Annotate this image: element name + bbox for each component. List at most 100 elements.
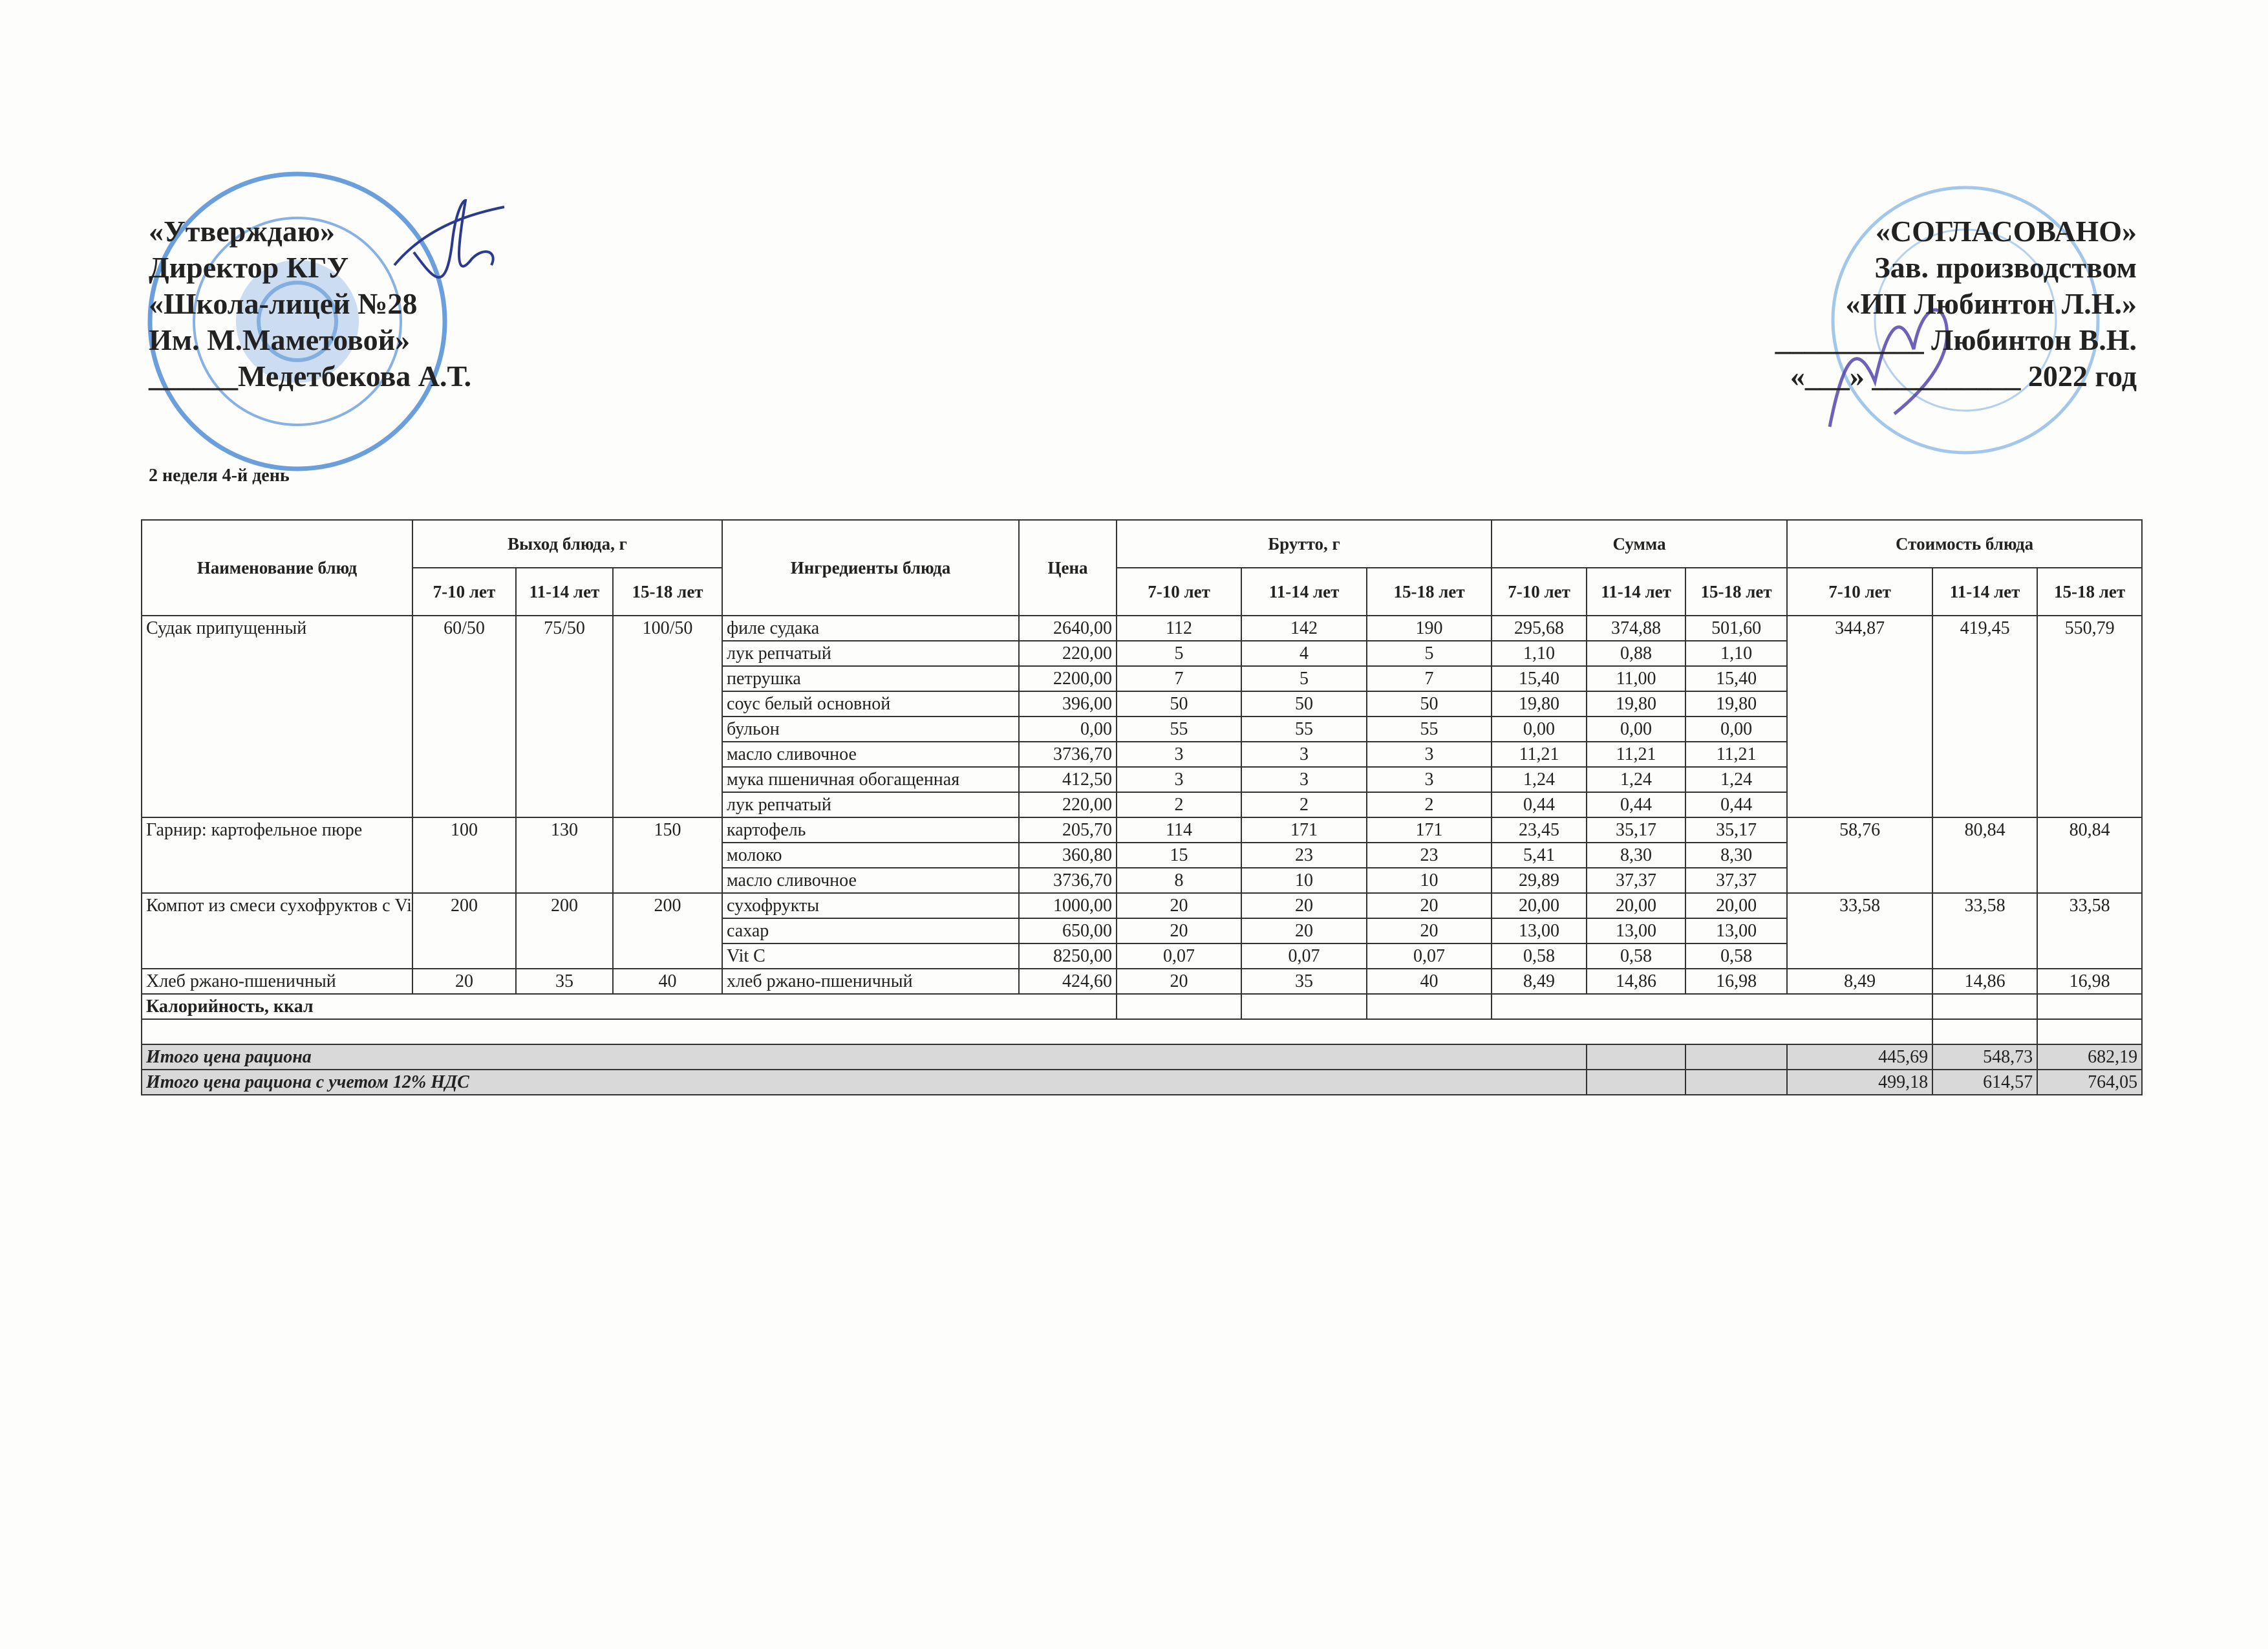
header-age-output: 11-14 лет: [515, 567, 614, 616]
table-row: петрушка 2200,00 7 5 7 15,40 11,00 15,40: [142, 665, 2142, 692]
ingredient-sum: 8,30: [1685, 842, 1788, 868]
approval-line: Директор КГУ: [149, 251, 349, 284]
header-age-cost: 15-18 лет: [2037, 567, 2143, 616]
ingredient-price: 8250,00: [1018, 943, 1118, 969]
dish-output: 35: [515, 968, 614, 995]
calories-value: [2037, 993, 2143, 1020]
ingredient-brutto: 20: [1116, 918, 1243, 944]
ingredient-sum: 0,00: [1586, 716, 1687, 742]
dish-output: 200: [412, 892, 517, 969]
ingredient-sum: 1,10: [1685, 640, 1788, 667]
ingredient-sum: 16,98: [1685, 968, 1788, 995]
ingredient-sum: 1,24: [1491, 766, 1588, 793]
company-stamp: [1831, 186, 2100, 455]
header-dish: Наименование блюд: [141, 519, 413, 616]
ingredient-brutto: 20: [1366, 892, 1493, 919]
ingredient-brutto: 4: [1241, 640, 1368, 667]
dish-cost: 33,58: [2037, 892, 2143, 969]
dish-output: 100/50: [612, 615, 723, 818]
ingredient-name: мука пшеничная обогащенная: [722, 766, 1020, 793]
ingredient-brutto: 2: [1241, 792, 1368, 818]
ingredient-brutto: 2: [1366, 792, 1493, 818]
ingredient-name: картофель: [722, 817, 1020, 843]
ingredient-price: 650,00: [1018, 918, 1118, 944]
ingredient-sum: 37,37: [1685, 867, 1788, 894]
ingredient-sum: 0,58: [1685, 943, 1788, 969]
table-row: соус белый основной 396,00 50 50 50 19,80 19,8…: [142, 691, 2142, 717]
dish-cost: 33,58: [1786, 892, 1934, 969]
ingredient-brutto: 112: [1116, 615, 1243, 641]
header-age-brutto: 7-10 лет: [1116, 567, 1243, 616]
table-row: мука пшеничная обогащенная 412,50 3 3 3 1,24 1…: [142, 766, 2142, 793]
header-age-cost: 11-14 лет: [1932, 567, 2038, 616]
table-row: лук репчатый 220,00 5 4 5 1,10 0,88 1,10: [142, 640, 2142, 667]
header-age-cost: 7-10 лет: [1786, 567, 1934, 616]
dish-output: 20: [412, 968, 517, 995]
header-cost: Стоимость блюда: [1786, 519, 2143, 568]
ingredient-brutto: 55: [1366, 716, 1493, 742]
week-label: 2 неделя 4-й день: [149, 466, 290, 486]
blank-cell: [2037, 1018, 2143, 1045]
dish-name: Судак припущенный: [141, 615, 413, 818]
dish-cost: 344,87: [1786, 615, 1934, 818]
total-vat-empty: [1685, 1069, 1788, 1095]
ingredient-name: соус белый основной: [722, 691, 1020, 717]
header-age-brutto: 15-18 лет: [1366, 567, 1493, 616]
table-row: Судак припущенный 60/50 75/50 100/50 филе су…: [141, 615, 2143, 818]
ingredient-brutto: 7: [1116, 665, 1243, 692]
agreement-line: Зав. производством: [1874, 251, 2137, 284]
ingredient-brutto: 20: [1241, 918, 1368, 944]
dish-output: 60/50: [412, 615, 517, 818]
ingredient-sum: 37,37: [1586, 867, 1687, 894]
ingredient-sum: 0,58: [1491, 943, 1588, 969]
ingredient-sum: 8,49: [1491, 968, 1588, 995]
dish-cost: 419,45: [1932, 615, 2038, 818]
ingredient-brutto: 50: [1366, 691, 1493, 717]
ingredient-brutto: 3: [1241, 741, 1368, 768]
table-row: Vit C 8250,00 0,07 0,07 0,07 0,58 0,58 0,58: [142, 943, 2142, 969]
dish-name: Компот из смеси сухофруктов с Vit C: [141, 892, 413, 969]
dish-cost: 58,76: [1786, 817, 1934, 894]
ingredient-sum: 35,17: [1586, 817, 1687, 843]
ingredient-price: 360,80: [1018, 842, 1118, 868]
ingredient-sum: 0,58: [1586, 943, 1687, 969]
dish-output: 75/50: [515, 615, 614, 818]
approval-line: «Школа-лицей №28: [149, 287, 418, 320]
dish-cost: 14,86: [1932, 968, 2038, 995]
table-row: Хлеб ржано-пшеничный 20 35 40 хлеб ржано-пше…: [141, 968, 2143, 995]
ingredient-sum: 0,44: [1491, 792, 1588, 818]
ingredient-brutto: 10: [1366, 867, 1493, 894]
ingredient-sum: 11,00: [1586, 665, 1687, 692]
ingredient-price: 2200,00: [1018, 665, 1118, 692]
total-row: Итого цена рациона 445,69 548,73 682,19: [140, 1044, 2143, 1070]
agreement-line: «___» __________ 2022 год: [1790, 360, 2137, 393]
ingredient-brutto: 0,07: [1366, 943, 1493, 969]
ingredient-price: 424,60: [1018, 968, 1118, 995]
approval-line: ______Медетбекова А.Т.: [149, 360, 472, 393]
header-ingredients: Ингредиенты блюда: [722, 519, 1020, 616]
signature-manager: [1828, 308, 1949, 427]
calories-value: [1366, 993, 1493, 1020]
calories-value: [1932, 993, 2038, 1020]
school-stamp: [147, 171, 447, 471]
dish-cost: 80,84: [1932, 817, 2038, 894]
ingredient-price: 2640,00: [1018, 615, 1118, 641]
agreement-line: «ИП Любинтон Л.Н.»: [1845, 287, 2137, 320]
header-price: Цена: [1018, 519, 1118, 616]
total-vat-value: 764,05: [2037, 1069, 2143, 1095]
ingredient-name: лук репчатый: [722, 640, 1020, 667]
ingredient-brutto: 2: [1116, 792, 1243, 818]
ingredient-name: Vit C: [722, 943, 1020, 969]
ingredient-price: 220,00: [1018, 640, 1118, 667]
ingredient-sum: 14,86: [1586, 968, 1687, 995]
ingredient-price: 1000,00: [1018, 892, 1118, 919]
total-vat-row: Итого цена рациона с учетом 12% НДС 499,1…: [140, 1069, 2143, 1095]
ingredient-brutto: 3: [1366, 766, 1493, 793]
agreement-line: «СОГЛАСОВАНО»: [1875, 215, 2137, 248]
total-label: Итого цена рациона: [140, 1044, 1588, 1070]
ingredient-sum: 0,00: [1685, 716, 1788, 742]
table-row: масло сливочное 3736,70 3 3 3 11,21 11,21 11,21: [142, 741, 2142, 768]
ingredient-brutto: 10: [1241, 867, 1368, 894]
agreement-line: __________ Любинтон В.Н.: [1775, 323, 2137, 356]
ingredient-brutto: 15: [1116, 842, 1243, 868]
